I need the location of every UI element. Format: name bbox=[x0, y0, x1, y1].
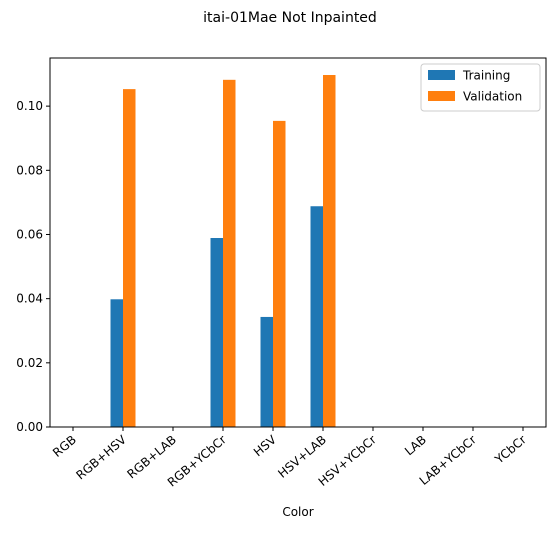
plot-frame bbox=[49, 57, 547, 428]
bar-training-hsv-plus-lab bbox=[310, 206, 323, 427]
y-axis: 0.00 0.02 0.04 0.06 0.08 0.10 bbox=[16, 99, 50, 434]
chart-title: itai-01Mae Not Inpainted bbox=[203, 10, 377, 26]
x-tick-label: YCbCr bbox=[492, 433, 529, 468]
bar-training-hsv bbox=[260, 316, 273, 427]
x-axis-label: Color bbox=[282, 505, 313, 519]
bar-training-rgb-plus-hsv bbox=[110, 299, 123, 427]
legend: Training Validation bbox=[420, 63, 541, 112]
bar-validation-rgb-plus-ycbcr bbox=[223, 79, 236, 428]
y-tick-label: 0.00 bbox=[16, 420, 43, 434]
y-tick-label: 0.08 bbox=[16, 163, 43, 177]
y-tick-label: 0.02 bbox=[16, 356, 43, 370]
legend-swatch-validation bbox=[428, 91, 455, 101]
y-tick-label: 0.10 bbox=[16, 99, 43, 113]
legend-label-training: Training bbox=[462, 69, 510, 83]
y-tick-label: 0.04 bbox=[16, 292, 43, 306]
legend-label-validation: Validation bbox=[463, 90, 522, 104]
bar-validation-rgb-plus-hsv bbox=[123, 89, 136, 427]
bar-validation-hsv bbox=[273, 120, 286, 427]
x-tick-label: RGB+HSV bbox=[73, 432, 129, 482]
x-tick-label: RGB bbox=[50, 433, 79, 460]
legend-swatch-training bbox=[428, 70, 455, 80]
x-tick-label: HSV bbox=[251, 432, 280, 459]
x-tick-label: LAB bbox=[402, 433, 429, 459]
bar-training-rgb-plus-ycbcr bbox=[210, 238, 223, 427]
bar-validation-hsv-plus-lab bbox=[323, 75, 336, 427]
bars-layer bbox=[110, 75, 336, 428]
y-tick-label: 0.06 bbox=[16, 227, 43, 241]
